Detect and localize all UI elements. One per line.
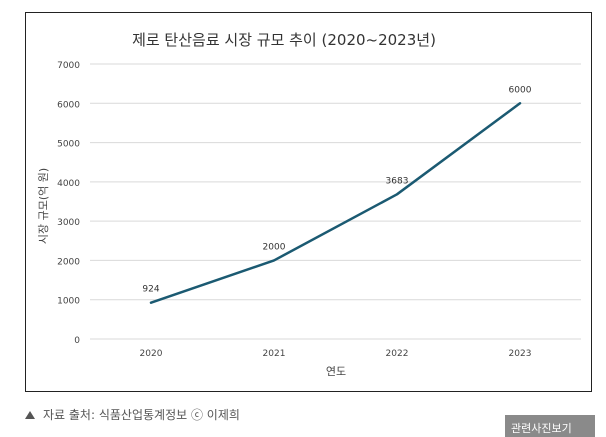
data-label: 6000 — [509, 85, 532, 95]
chart-title: 제로 탄산음료 시장 규모 추이 (2020~2023년) — [132, 31, 436, 49]
y-tick-label: 6000 — [57, 100, 80, 110]
y-tick-label: 3000 — [57, 218, 80, 228]
x-tick-label: 2022 — [386, 349, 409, 359]
y-tick-labels: 0 1000 2000 3000 4000 5000 6000 7000 — [57, 61, 80, 346]
source-caption-text: 자료 출처: 식품산업통계정보 ⓒ 이제희 — [43, 408, 240, 422]
related-photos-button[interactable]: 관련사진보기 — [505, 415, 595, 437]
y-tick-label: 2000 — [57, 257, 80, 267]
triangle-up-icon — [25, 410, 35, 419]
x-tick-label: 2021 — [263, 349, 286, 359]
x-tick-label: 2020 — [140, 349, 163, 359]
x-axis-label: 연도 — [326, 365, 346, 378]
data-label: 924 — [142, 285, 159, 295]
data-label: 3683 — [386, 176, 409, 186]
y-tick-label: 7000 — [57, 61, 80, 71]
y-tick-label: 4000 — [57, 179, 80, 189]
data-labels: 924 2000 3683 6000 — [142, 85, 531, 294]
y-tick-label: 5000 — [57, 140, 80, 150]
x-tick-labels: 2020 2021 2022 2023 — [140, 349, 532, 359]
source-caption: 자료 출처: 식품산업통계정보 ⓒ 이제희 — [25, 406, 240, 423]
y-tick-label: 1000 — [57, 297, 80, 307]
series-line — [149, 102, 522, 304]
y-tick-label: 0 — [74, 336, 80, 346]
data-label: 2000 — [263, 242, 286, 252]
chart-frame: 0 1000 2000 3000 4000 5000 6000 7000 2020 2021 20… — [25, 12, 592, 392]
x-tick-label: 2023 — [509, 349, 532, 359]
gridlines — [90, 63, 581, 340]
y-axis-label: 시장 규모(억 원) — [37, 168, 50, 244]
